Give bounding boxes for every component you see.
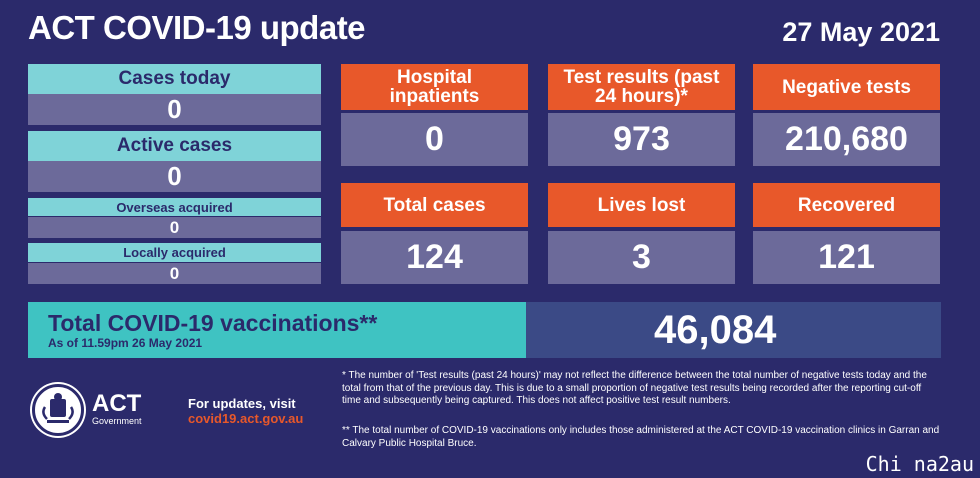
act-logo-subtext: Government	[92, 416, 142, 426]
updates-label: For updates, visit	[188, 396, 296, 411]
overseas-acquired-label: Overseas acquired	[28, 198, 321, 216]
act-coat-of-arms-icon	[32, 384, 84, 436]
act-logo-text: ACT	[92, 390, 142, 417]
hospital-inpatients-value: 0	[341, 113, 528, 166]
lives-lost-label: Lives lost	[548, 183, 735, 227]
active-cases-value: 0	[28, 161, 321, 192]
overseas-acquired-value: 0	[28, 217, 321, 238]
vaccinations-title: Total COVID-19 vaccinations**	[48, 310, 378, 336]
locally-acquired-label: Locally acquired	[28, 243, 321, 262]
updates-link[interactable]: covid19.act.gov.au	[188, 411, 304, 426]
total-cases-label: Total cases	[341, 183, 528, 227]
footnote-test-results: * The number of 'Test results (past 24 h…	[342, 370, 927, 406]
cases-today-label: Cases today	[28, 64, 321, 94]
total-cases-value: 124	[341, 231, 528, 284]
negative-tests-value: 210,680	[753, 113, 940, 166]
test-results-label: Test results (past 24 hours)*	[548, 64, 735, 110]
cases-today-value: 0	[28, 94, 321, 125]
hospital-inpatients-label: Hospital inpatients	[341, 64, 528, 110]
vaccinations-value: 46,084	[654, 307, 777, 352]
negative-tests-label: Negative tests	[753, 64, 940, 110]
vaccinations-value-panel: 46,084	[526, 302, 941, 358]
recovered-label: Recovered	[753, 183, 940, 227]
test-results-value: 973	[548, 113, 735, 166]
locally-acquired-value: 0	[28, 263, 321, 284]
vaccinations-label-panel: Total COVID-19 vaccinations** As of 11.5…	[28, 302, 526, 358]
footnote-vaccinations: ** The total number of COVID-19 vaccinat…	[342, 425, 940, 449]
active-cases-label: Active cases	[28, 131, 321, 161]
vaccinations-subtitle: As of 11.59pm 26 May 2021	[48, 336, 203, 350]
report-date: 27 May 2021	[782, 17, 940, 47]
lives-lost-value: 3	[548, 231, 735, 284]
recovered-value: 121	[753, 231, 940, 284]
watermark: Chi na2au	[865, 452, 974, 476]
page-title: ACT COVID-19 update	[28, 9, 366, 46]
